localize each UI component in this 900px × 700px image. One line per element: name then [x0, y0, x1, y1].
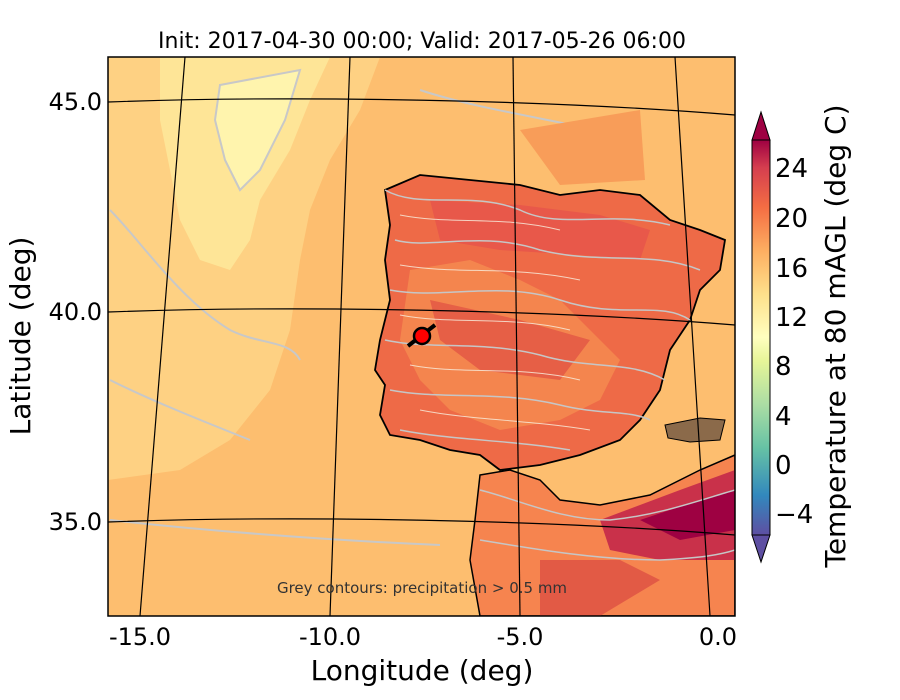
x-axis-label: Longitude (deg)	[311, 654, 534, 687]
colorbar-tick: −4	[775, 500, 813, 530]
x-axis: -15.0 -10.0 -5.0 0.0 Longitude (deg)	[109, 623, 737, 687]
colorbar-upper-extend	[751, 110, 771, 141]
graticule	[108, 57, 735, 616]
chart-title: Init: 2017-04-30 00:00; Valid: 2017-05-2…	[158, 29, 686, 54]
location-marker	[412, 326, 432, 346]
colorbar: 24 20 16 12 8 4 0 −4 Temperature at 80 m…	[751, 104, 852, 569]
colorbar-bar	[751, 139, 771, 536]
biscay-warm-region	[520, 110, 645, 185]
colorbar-tick: 20	[775, 204, 808, 234]
y-axis-label: Latitude (deg)	[4, 237, 37, 436]
colorbar-tick: 24	[775, 154, 808, 184]
colorbar-tick: 12	[775, 303, 808, 333]
balearic-islands	[664, 417, 726, 443]
colorbar-tick: 8	[775, 352, 792, 382]
x-tick-label: -5.0	[497, 623, 544, 651]
y-tick-label: 40.0	[49, 298, 102, 326]
y-tick-label: 45.0	[49, 88, 102, 116]
ocean-coolest-region	[215, 70, 300, 190]
x-tick-label: -15.0	[109, 623, 171, 651]
y-axis: 45.0 40.0 35.0 Latitude (deg)	[4, 88, 102, 536]
precip-note: Grey contours: precipitation > 0.5 mm	[277, 579, 567, 597]
map-frame	[107, 56, 736, 617]
y-tick-label: 35.0	[49, 508, 102, 536]
colorbar-tick: 0	[775, 451, 792, 481]
map-panel	[108, 57, 735, 616]
x-tick-label: 0.0	[699, 623, 737, 651]
colorbar-label: Temperature at 80 mAGL (deg C)	[819, 104, 852, 568]
colorbar-tick: 4	[775, 402, 792, 432]
land-precip-contours	[384, 189, 701, 451]
colorbar-lower-extend	[751, 534, 771, 564]
colorbar-tick: 16	[775, 254, 808, 284]
x-tick-label: -10.0	[299, 623, 361, 651]
